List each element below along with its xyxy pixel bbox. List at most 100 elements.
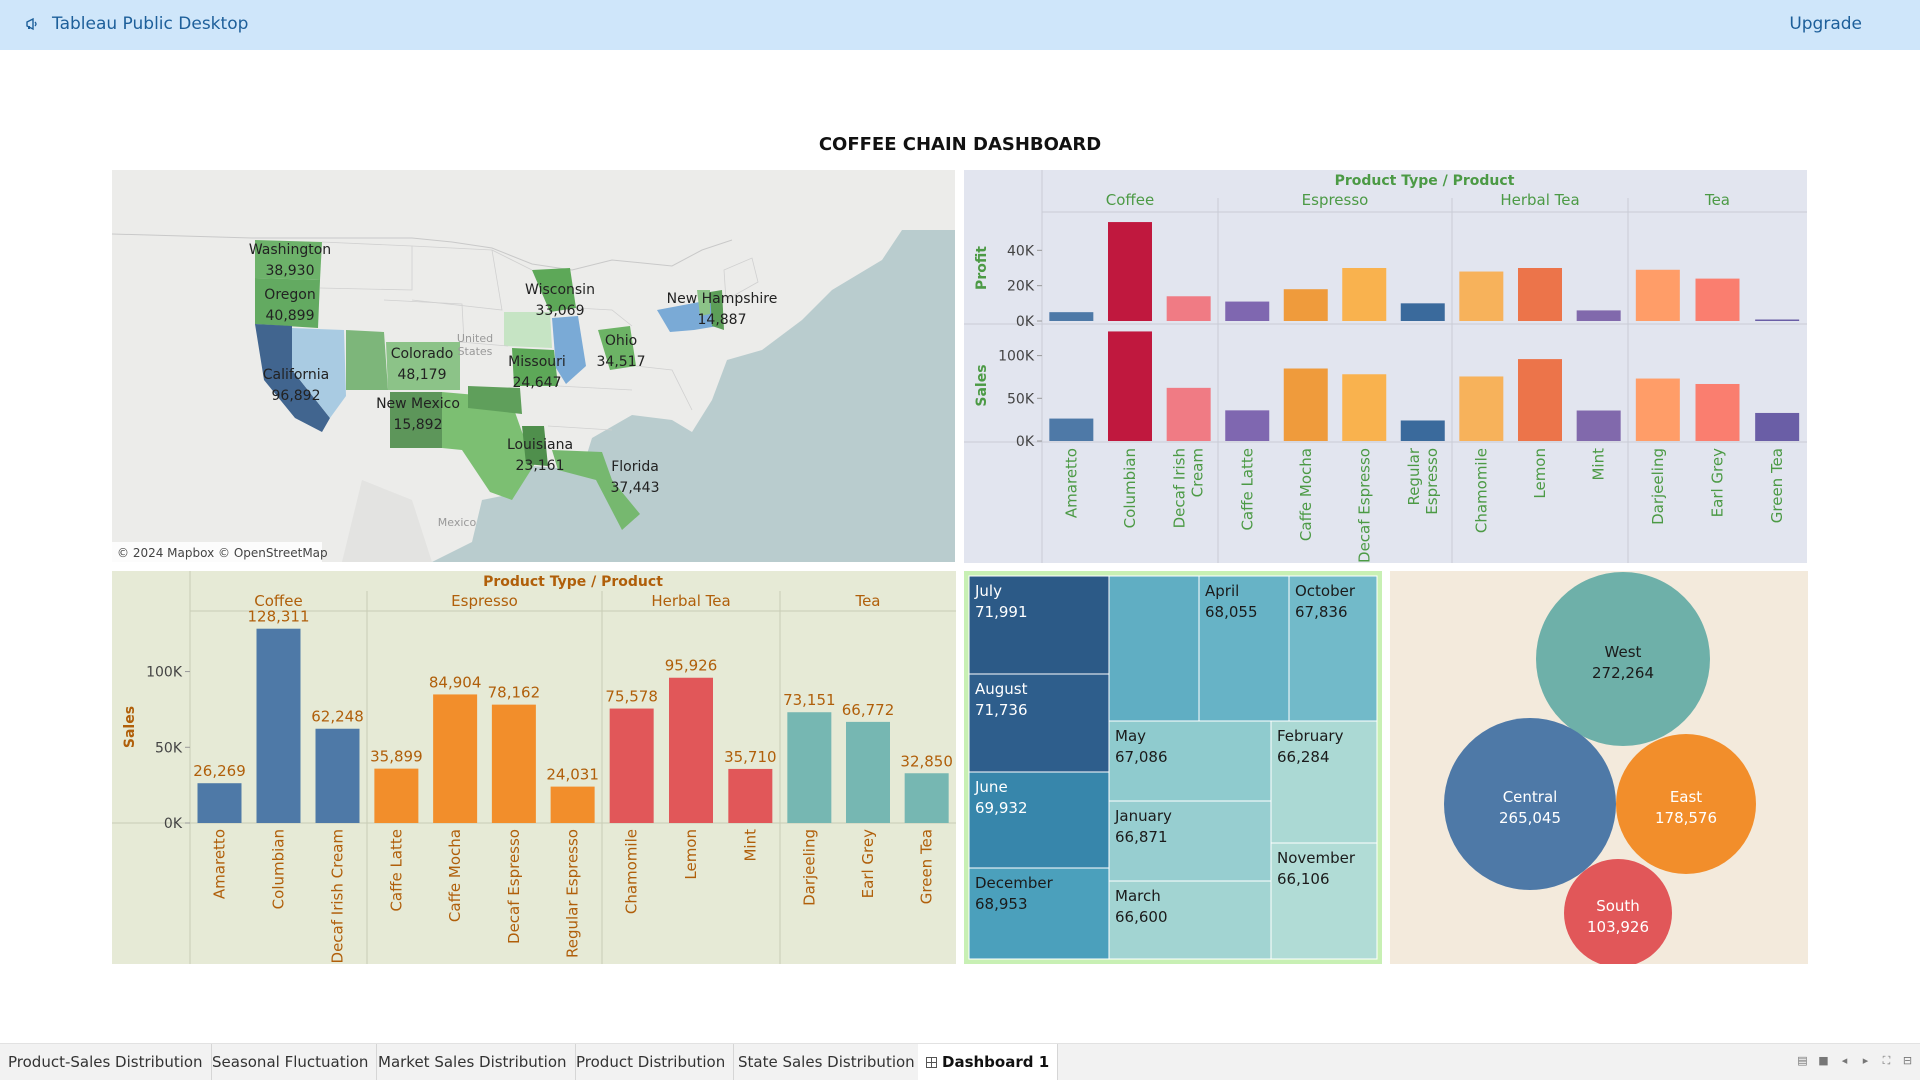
tab-dashboard-1[interactable]: Dashboard 1 — [918, 1044, 1059, 1080]
chart1-category-label: Amaretto — [1062, 448, 1080, 518]
state-maine — [723, 257, 759, 301]
state-colorado[interactable] — [386, 342, 460, 390]
state-louisiana[interactable] — [522, 426, 548, 466]
chart2-group-herbal-tea: Herbal Tea — [651, 592, 730, 610]
fullscreen-icon[interactable]: ⛶ — [1882, 1054, 1891, 1067]
state-iowa[interactable] — [504, 312, 552, 348]
label-oregon-name: Oregon — [264, 287, 315, 303]
state-vermont[interactable] — [697, 290, 710, 316]
tableau-logo-icon — [26, 17, 37, 31]
region-sales-bubbles[interactable]: West 272,264 Central 265,045 East 178,576 Sout… — [1390, 571, 1808, 964]
chart2-data-label: 73,151 — [783, 691, 836, 709]
label-ohio-name: Ohio — [605, 333, 637, 349]
bubble-value-label: 103,926 — [1587, 918, 1649, 936]
chart2-data-label: 26,269 — [193, 762, 246, 780]
chart1-bar-sales-regular-espresso — [1400, 420, 1445, 441]
chart2-bar-earl-grey — [846, 721, 890, 823]
app-brand[interactable]: Tableau Public Desktop — [24, 14, 248, 34]
profit-sales-chart[interactable]: Product Type / Product Coffee Espresso Herb… — [964, 170, 1807, 563]
state-california[interactable] — [255, 324, 330, 432]
tab-label: Market Sales Distribution — [378, 1053, 567, 1071]
state-ohio[interactable] — [598, 326, 636, 370]
state-florida[interactable] — [552, 450, 640, 530]
next-sheet-icon[interactable]: ▸ — [1862, 1054, 1869, 1067]
label-new-hampshire-value: 14,887 — [698, 312, 747, 328]
tab-product-distribution[interactable]: Product Distribution — [568, 1044, 735, 1080]
chart1-bar-profit-darjeeling — [1635, 269, 1680, 321]
map-attribution[interactable]: © 2024 Mapbox © OpenStreetMap — [117, 546, 328, 560]
state-oklahoma[interactable] — [468, 386, 522, 414]
chart2-axis-title: Sales — [122, 706, 138, 748]
treemap-cell-january — [1108, 800, 1272, 882]
bubble-region-label: West — [1605, 643, 1642, 661]
chart1-group-coffee: Coffee — [1106, 191, 1154, 209]
state-missouri[interactable] — [512, 348, 558, 386]
label-missouri-value: 24,647 — [513, 375, 562, 391]
treemap-cell-unlabeled — [1108, 575, 1200, 722]
chart1-bar-profit-caffe-latte — [1225, 301, 1270, 321]
film-strip-icon[interactable]: ▤ — [1797, 1054, 1808, 1067]
chart2-bar-mint — [728, 768, 773, 823]
upgrade-link[interactable]: Upgrade — [1789, 14, 1862, 34]
chart2-category-label: Caffe Latte — [387, 829, 405, 912]
chart1-tick-label: 0K — [1016, 314, 1035, 330]
chart2-data-label: 95,926 — [665, 657, 718, 675]
border-canada — [112, 233, 733, 271]
state-washington[interactable] — [255, 240, 322, 280]
state-nevada[interactable] — [292, 328, 346, 418]
chart1-tick-label: 20K — [1007, 279, 1035, 295]
label-florida-value: 37,443 — [611, 480, 660, 496]
chart1-category-label: Caffe Latte — [1238, 448, 1256, 531]
profit-map[interactable]: United States Mexico Washington 38,930 O… — [112, 170, 955, 562]
chart2-bar-green-tea — [904, 773, 949, 823]
sales-by-product-chart[interactable]: Product Type / Product Coffee Espresso Herb… — [112, 571, 956, 964]
chart2-category-label: Lemon — [682, 829, 700, 880]
tab-product-sales-distribution[interactable]: Product-Sales Distribution — [0, 1044, 212, 1080]
state-new-mexico[interactable] — [390, 392, 442, 448]
treemap-cell-february — [1270, 720, 1378, 844]
chart1-bar-sales-decaf-irish-cream — [1166, 387, 1211, 441]
state-wisconsin[interactable] — [532, 268, 576, 312]
chart2-category-label: Amaretto — [211, 829, 229, 899]
present-icon[interactable]: ⊟ — [1902, 1054, 1913, 1067]
chart2-category-label: Mint — [741, 829, 759, 862]
chart1-bar-profit-decaf-espresso — [1342, 268, 1387, 321]
chart1-tick-label: 0K — [1016, 434, 1035, 450]
chart1-bar-sales-caffe-mocha — [1283, 368, 1328, 441]
chart2-category-label: Darjeeling — [800, 829, 818, 906]
chart1-bar-sales-decaf-espresso — [1342, 374, 1387, 441]
tab-market-sales-distribution[interactable]: Market Sales Distribution — [370, 1044, 576, 1080]
tab-label: State Sales Distribution — [738, 1053, 915, 1071]
tab-seasonal-fluctuation[interactable]: Seasonal Fluctuation — [204, 1044, 378, 1080]
treemap-value-label: 67,086 — [1115, 748, 1168, 766]
state-new-hampshire[interactable] — [710, 290, 724, 330]
treemap-value-label: 67,836 — [1295, 603, 1348, 621]
treemap-month-label: November — [1277, 849, 1356, 867]
chart1-bar-sales-caffe-latte — [1225, 410, 1270, 441]
chart2-tick-label: 50K — [155, 740, 183, 756]
monthly-sales-treemap[interactable]: July 71,991 August 71,736 June 69,932 December… — [964, 571, 1382, 964]
map-label-states: States — [458, 345, 493, 358]
chart1-bar-sales-amaretto — [1049, 418, 1094, 441]
state-utah[interactable] — [346, 330, 388, 390]
chart2-bar-columbian — [256, 628, 301, 823]
chart1-category-label: Caffe Mocha — [1297, 448, 1315, 541]
tab-state-sales-distribution[interactable]: State Sales Distribution — [730, 1044, 924, 1080]
treemap-month-label: May — [1115, 727, 1146, 745]
previous-sheet-icon[interactable]: ◂ — [1841, 1054, 1848, 1067]
treemap-cell-october — [1288, 575, 1378, 722]
dashboard-grid-icon — [926, 1057, 937, 1068]
chart1-category-label: Chamomile — [1472, 448, 1490, 533]
state-oregon[interactable] — [255, 278, 320, 328]
chart1-bar-sales-mint — [1576, 410, 1621, 441]
chart1-tick-label: 50K — [1007, 391, 1035, 407]
state-illinois[interactable] — [552, 316, 586, 384]
bubble-south — [1564, 859, 1672, 964]
sheet-sorter-icon[interactable]: ■ — [1818, 1054, 1829, 1067]
sheet-navigation: ▤ ■ ◂ ▸ ⛶ ⊟ — [1796, 1054, 1914, 1067]
treemap-value-label: 66,600 — [1115, 908, 1168, 926]
chart1-category-label: Darjeeling — [1649, 448, 1667, 525]
chart1-category-label: Green Tea — [1768, 448, 1786, 523]
state-texas[interactable] — [442, 392, 536, 500]
chart1-bar-sales-green-tea — [1755, 412, 1800, 441]
